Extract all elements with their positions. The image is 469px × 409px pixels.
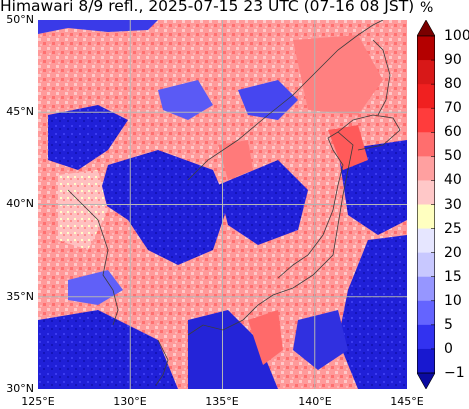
colorbar-extend-top — [417, 20, 435, 37]
colorbar-label: 10 — [444, 292, 462, 309]
colorbar-segment — [417, 180, 435, 205]
colorbar-segment — [417, 324, 435, 350]
lat-label-30: 30°N — [6, 382, 34, 395]
colorbar-segment — [417, 276, 435, 302]
colorbar-label: 90 — [444, 52, 462, 69]
lat-label-50: 50°N — [6, 13, 34, 26]
lon-label-130: 130°E — [113, 395, 147, 408]
colorbar-segment — [417, 132, 435, 157]
colorbar — [417, 20, 435, 389]
colorbar-segment — [417, 204, 435, 230]
colorbar-extend-bottom — [417, 372, 435, 389]
coastlines — [67, 20, 401, 386]
colorbar-unit: % — [420, 0, 434, 16]
colorbar-segment — [417, 108, 435, 133]
colorbar-label: 0 — [444, 340, 453, 357]
colorbar-label: 70 — [444, 100, 462, 117]
colorbar-label: 30 — [444, 196, 462, 213]
colorbar-segment — [417, 228, 435, 254]
colorbar-label: 40 — [444, 172, 462, 189]
colorbar-label: 60 — [444, 124, 462, 141]
lat-label-35: 35°N — [6, 290, 34, 303]
colorbar-segment — [417, 84, 435, 109]
colorbar-segment — [417, 348, 435, 374]
colorbar-segment — [417, 252, 435, 278]
reflectance-map — [38, 20, 407, 389]
colorbar-label: 80 — [444, 76, 462, 93]
colorbar-label: 5 — [444, 316, 453, 333]
colorbar-segment — [417, 60, 435, 85]
colorbar-label: 25 — [444, 220, 462, 237]
colorbar-label: 20 — [444, 244, 462, 261]
colorbar-segment — [417, 300, 435, 326]
colorbar-label: 15 — [444, 268, 462, 285]
lon-label-125: 125°E — [21, 395, 55, 408]
colorbar-label: 100 — [444, 28, 469, 44]
map-title: Himawari 8/9 refl., 2025-07-15 23 UTC (0… — [0, 0, 415, 15]
lon-label-145: 145°E — [390, 395, 424, 408]
colorbar-label: −1 — [444, 365, 465, 381]
colorbar-segment — [417, 36, 435, 61]
lon-label-135: 135°E — [205, 395, 239, 408]
colorbar-label: 50 — [444, 148, 462, 165]
graticule — [38, 20, 407, 389]
colorbar-segment — [417, 156, 435, 181]
lat-label-40: 40°N — [6, 197, 34, 210]
lon-label-140: 140°E — [298, 395, 332, 408]
lat-label-45: 45°N — [6, 105, 34, 118]
